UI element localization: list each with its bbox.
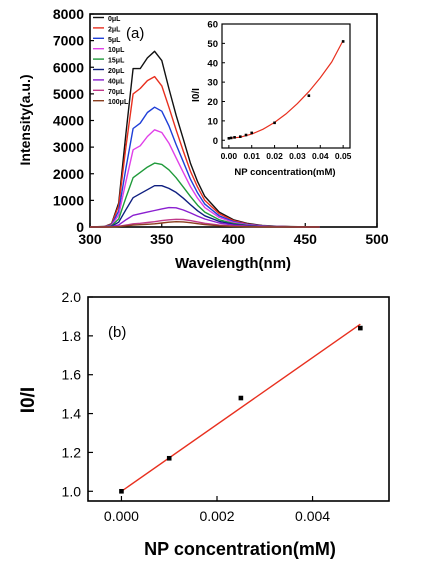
legend-label: 15μL [108,58,125,65]
data-point [250,131,254,135]
panel-a-y-axis-label: Intensity(a.u.) [17,74,33,165]
legend-label: 10μL [108,47,125,54]
panel-b-x-axis-label: NP concentration(mM) [144,539,336,559]
y-tick-label: 60 [207,20,218,31]
inset-y-axis: 0 10 20 30 40 50 60 [207,20,225,147]
panel-a-x-axis-label: Wavelength(nm) [175,255,291,272]
inset-plot-frame [221,23,351,149]
y-tick-label: 1.0 [62,483,82,499]
y-tick-label: 0 [213,136,218,147]
legend-label: 20μL [108,68,125,75]
panel-b-y-axis-label: I0/I [18,387,39,413]
data-point [166,455,172,461]
y-tick-label: 2000 [53,166,84,182]
y-tick-label: 7000 [53,33,84,49]
x-tick-label: 0.04 [312,151,329,161]
x-tick-label: 350 [150,231,174,247]
panel-a-label: (a) [126,25,144,42]
data-point [238,135,242,138]
fit-curve [228,40,344,139]
panel-b-label: (b) [108,324,126,341]
legend-label: 0μL [108,16,121,23]
data-point [307,94,311,97]
fit-line [121,323,361,492]
data-point [273,121,276,125]
x-tick-label: 300 [78,231,102,247]
y-tick-label: 1.8 [62,328,82,344]
y-tick-label: 50 [207,39,218,50]
panel-b-x-axis: 0.000 0.002 0.004 [104,496,330,524]
panel-b-y-axis-label-text: I0/I [18,387,39,413]
data-point [341,40,345,43]
panel-a-x-axis: 300 350 400 450 500 [78,223,389,247]
inset-y-axis-label: I0/I [191,88,202,102]
series-line-100μL [90,220,320,228]
legend-label: 70μL [108,89,125,96]
panel-a-legend: 0μL 2μL 5μL 10μL 15μL 20μL 40μL 70μL 100μL [93,16,129,106]
y-tick-label: 5000 [53,86,84,102]
legend-label: 5μL [108,37,121,44]
data-point [119,488,124,494]
y-tick-label: 6000 [53,59,84,75]
x-tick-label: 0.004 [295,508,330,524]
y-tick-label: 10 [207,116,218,127]
x-tick-label: 0.00 [221,151,238,161]
x-tick-label: 0.002 [199,508,234,524]
x-tick-label: 0.02 [266,151,283,161]
panel-a-series [89,50,320,228]
panel-b-y-axis: 1.0 1.2 1.4 1.6 1.8 2.0 [62,289,93,499]
y-tick-label: 1.6 [62,367,82,383]
legend-label: 100μL [108,99,129,106]
panel-b-series [119,323,363,494]
x-tick-label: 400 [222,231,246,247]
data-point [238,395,244,401]
x-tick-label: 450 [294,231,318,247]
x-tick-label: 0.05 [335,151,352,161]
y-tick-label: 8000 [53,6,84,22]
inset-x-axis: 0.00 0.01 0.02 0.03 0.04 0.05 [221,145,352,161]
legend-label: 2μL [108,26,121,33]
data-point [229,136,233,140]
y-tick-label: 1000 [53,192,84,208]
inset-chart: 0 10 20 30 40 50 60 0.00 0.01 0.02 0.03 0.04 0.05 N… [191,20,352,179]
y-tick-label: 2.0 [62,289,82,305]
y-tick-label: 3000 [53,139,84,155]
legend-label: 40μL [108,78,125,85]
panel-a-plot-frame [89,13,378,228]
y-tick-label: 20 [207,97,218,108]
data-point [227,137,231,140]
y-tick-label: 4000 [53,113,84,129]
x-tick-label: 500 [365,231,389,247]
data-point [233,136,236,139]
inset-x-axis-label: NP concentration(mM) [234,167,335,178]
data-point [244,133,248,137]
x-tick-label: 0.01 [243,151,260,161]
y-tick-label: 40 [207,58,218,69]
panel-a-y-axis: 0 1000 2000 3000 4000 5000 6000 7000 8000 [53,6,94,235]
y-tick-label: 30 [207,78,218,89]
y-tick-label: 0 [76,219,84,235]
x-tick-label: 0.03 [289,151,306,161]
inset-y-axis-label-text: I0/I [191,88,202,102]
data-point [358,325,363,331]
x-tick-label: 0.000 [104,508,139,524]
panel-b-chart: 1.0 1.2 1.4 1.6 1.8 2.0 0.000 0.002 0.004 (b) N… [18,289,390,559]
inset-series [227,40,345,140]
y-tick-label: 1.4 [62,406,82,422]
y-tick-label: 1.2 [62,444,82,460]
panel-b-plot-frame [87,296,390,502]
